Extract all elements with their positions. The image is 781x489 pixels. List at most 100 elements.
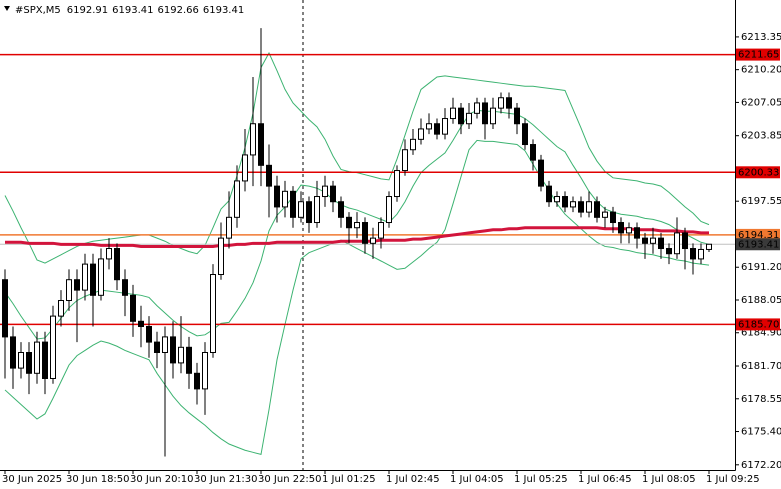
candle-body <box>650 237 656 244</box>
y-tick-label: 6175.40 <box>741 427 781 438</box>
candle-body <box>138 320 144 328</box>
candle-body <box>82 263 88 291</box>
candle-body <box>706 243 712 250</box>
candle-body <box>74 279 80 291</box>
candle-body <box>298 201 304 218</box>
candle-body <box>26 352 32 374</box>
candle-body <box>234 180 240 218</box>
candle-body <box>362 222 368 244</box>
candle-body <box>674 232 680 255</box>
candle-body <box>514 107 520 125</box>
level-label-box <box>736 228 780 241</box>
candle-body <box>394 170 400 198</box>
y-tick-label: 6191.20 <box>741 262 781 273</box>
candle-body <box>330 185 336 203</box>
last-price-label: 6193.41 <box>738 239 779 250</box>
y-tick-label: 6188.05 <box>741 295 781 306</box>
candle-body <box>490 107 496 125</box>
y-tick-label: 6181.70 <box>741 361 781 372</box>
candle-body <box>450 107 456 120</box>
moving-average <box>5 226 709 248</box>
candle-body <box>18 352 24 369</box>
candle-body <box>154 341 160 354</box>
candle-body <box>554 196 560 203</box>
last-price-box <box>736 238 780 251</box>
x-tick-label: 1 Jul 06:45 <box>578 474 632 485</box>
candle-body <box>130 294 136 322</box>
x-tick-label: 1 Jul 09:25 <box>706 474 760 485</box>
header-open: 6192.91 <box>67 5 108 16</box>
candle-body <box>258 123 264 166</box>
candle-body <box>642 237 648 244</box>
y-tick-label: 6184.90 <box>741 328 781 339</box>
candle-body <box>242 154 248 182</box>
candle-body <box>322 185 328 198</box>
level-label-box <box>736 166 780 179</box>
y-tick-label: 6210.20 <box>741 65 781 76</box>
candle-body <box>482 102 488 125</box>
candle-body <box>402 149 408 172</box>
candle-body <box>370 237 376 244</box>
candle-body <box>386 196 392 224</box>
candle-body <box>34 341 40 374</box>
header: #SPX,M5 6192.91 6193.41 6192.66 6193.41 <box>15 5 244 16</box>
candle-body <box>282 190 288 208</box>
x-tick-label: 30 Jun 2025 <box>2 474 62 485</box>
candle-body <box>570 201 576 208</box>
candle-body <box>410 138 416 151</box>
candle-body <box>466 112 472 125</box>
candle-body <box>250 123 256 156</box>
candle-body <box>578 201 584 213</box>
header-high: 6193.41 <box>112 5 153 16</box>
candle-body <box>178 346 184 364</box>
level-label: 6200.33 <box>738 167 779 178</box>
x-tick-label: 30 Jun 22:50 <box>258 474 322 485</box>
candle-body <box>682 232 688 250</box>
candle-body <box>266 164 272 187</box>
y-tick-label: 6172.20 <box>741 460 781 471</box>
candle-body <box>114 248 120 281</box>
x-tick-label: 30 Jun 18:50 <box>66 474 130 485</box>
x-tick-label: 30 Jun 20:10 <box>130 474 194 485</box>
candle-body <box>546 185 552 203</box>
candle-body <box>626 227 632 234</box>
level-label-box <box>736 48 780 61</box>
candle-body <box>210 274 216 353</box>
bollinger-lower <box>4 139 710 456</box>
candle-body <box>338 201 344 218</box>
y-tick-label: 6213.35 <box>741 32 781 43</box>
level-label: 6185.70 <box>738 319 779 330</box>
x-tick-label: 30 Jun 21:30 <box>194 474 258 485</box>
x-tick-label: 1 Jul 02:45 <box>386 474 440 485</box>
candle-body <box>618 222 624 234</box>
x-tick-label: 1 Jul 05:25 <box>514 474 568 485</box>
candle-body <box>2 279 8 338</box>
candle-body <box>690 248 696 260</box>
header-close: 6193.41 <box>203 5 244 16</box>
candle-body <box>194 372 200 390</box>
candle-body <box>146 326 152 343</box>
candle-body <box>562 196 568 208</box>
candle-body <box>226 216 232 239</box>
candle-body <box>202 352 208 390</box>
candle-body <box>274 185 280 208</box>
header-low: 6192.66 <box>158 5 199 16</box>
y-tick-label: 6197.55 <box>741 196 781 207</box>
candle-body <box>442 118 448 135</box>
candle-body <box>306 201 312 224</box>
candle-body <box>666 248 672 255</box>
x-tick-label: 1 Jul 04:05 <box>450 474 504 485</box>
candle-body <box>98 258 104 296</box>
y-tick-label: 6207.05 <box>741 97 781 108</box>
candle-body <box>458 107 464 125</box>
symbol-icon <box>4 6 10 11</box>
candle-body <box>474 102 480 114</box>
candle-body <box>498 97 504 109</box>
candle-body <box>530 144 536 161</box>
plot <box>0 28 735 457</box>
candle-body <box>90 263 96 296</box>
candle-body <box>106 248 112 260</box>
candle-body <box>346 216 352 229</box>
candle-body <box>378 222 384 239</box>
